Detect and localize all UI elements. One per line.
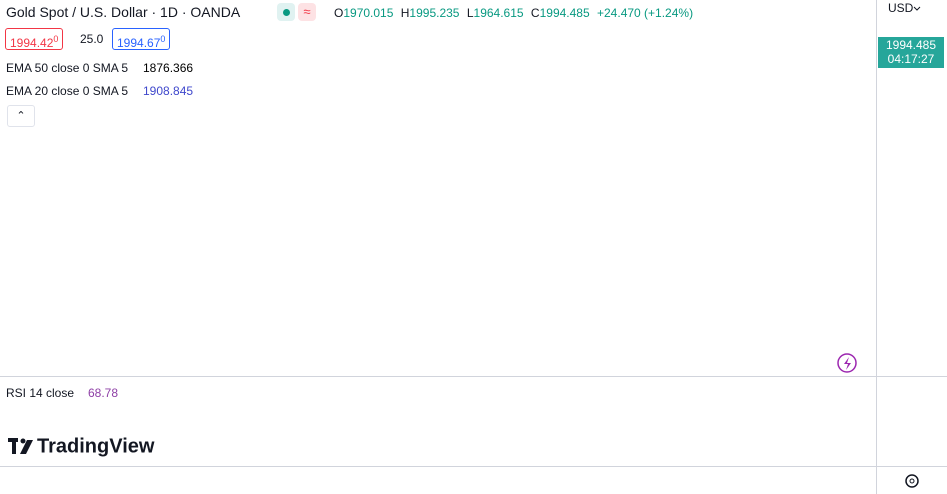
sell-button[interactable]: 1994.420	[5, 28, 64, 50]
last-price: 1994.485	[885, 38, 937, 52]
ohlc-value: 1964.615	[473, 6, 524, 20]
logo-mark	[20, 438, 26, 444]
countdown: 04:17:27	[887, 52, 935, 66]
indicator-value: 68.78	[88, 386, 119, 400]
logo-mark	[20, 440, 33, 454]
indicator-value: 1908.845	[143, 84, 194, 98]
change: +24.470 (+1.24%)	[597, 6, 694, 20]
buy-button[interactable]: 1994.670	[112, 28, 171, 50]
indicator-legend[interactable]: EMA 20 close 0 SMA 5 1908.845	[6, 83, 193, 99]
ohlc-legend: O1970.015 H1995.235 L1964.615 C1994.485 …	[334, 5, 697, 21]
currency-label: USD	[888, 1, 914, 15]
indicator-name: RSI 14 close	[6, 386, 75, 400]
ohlc-label: C	[530, 6, 540, 20]
spread: 25.0	[80, 32, 104, 46]
indicator-value: 1876.366	[143, 61, 194, 75]
ohlc-label: O	[334, 6, 344, 20]
indicator-name: EMA 20 close 0 SMA 5	[6, 84, 129, 98]
market-open-badge[interactable]	[277, 3, 295, 21]
settings-icon[interactable]	[905, 474, 919, 488]
ohlc-value: 1995.235	[409, 6, 460, 20]
ask: 1994.67	[117, 36, 161, 50]
ohlc-value: 1970.015	[343, 6, 394, 20]
bid-sup: 0	[53, 34, 59, 44]
settings-icon-center	[909, 478, 915, 484]
indicator-legend[interactable]: EMA 50 close 0 SMA 5 1876.366	[6, 60, 193, 76]
last-price-label: 1994.485 04:17:27	[878, 37, 944, 68]
symbol-title[interactable]: Gold Spot / U.S. Dollar · 1D · OANDA	[6, 4, 241, 20]
ohlc-label: H	[400, 6, 410, 20]
replay-icon[interactable]	[837, 353, 857, 373]
ohlc-label: L	[466, 6, 474, 20]
bid: 1994.42	[10, 36, 54, 50]
logo-mark	[12, 438, 16, 454]
collapse-button[interactable]: ⌃	[7, 105, 35, 127]
rsi-legend[interactable]: RSI 14 close 68.78	[6, 385, 118, 401]
ask-sup: 0	[160, 34, 166, 44]
ohlc-value: 1994.485	[539, 6, 590, 20]
dropdown-arrow[interactable]	[913, 6, 921, 11]
status-dot	[282, 9, 290, 16]
branding: TradingView	[37, 435, 155, 457]
indicator-name: EMA 50 close 0 SMA 5	[6, 61, 129, 75]
lightning	[844, 357, 851, 370]
data-badge[interactable]: ≈	[298, 3, 316, 21]
